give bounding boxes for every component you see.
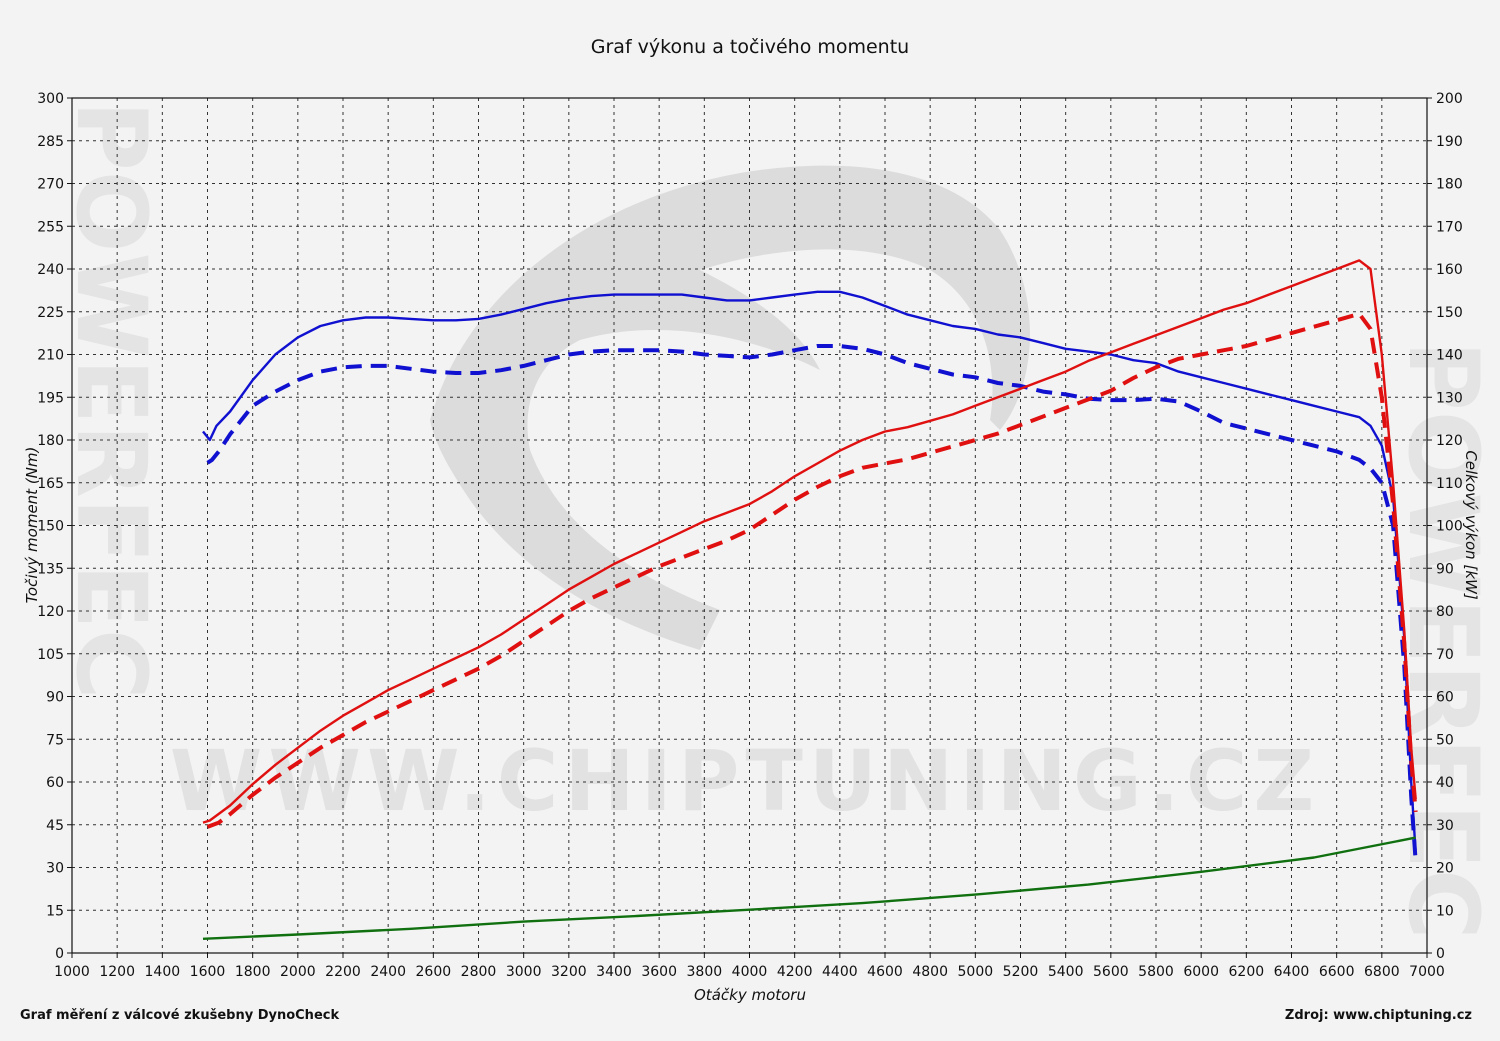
x-tick-label: 1000: [54, 964, 90, 980]
y-left-axis-label: Točivý moment (Nm): [23, 447, 41, 604]
y-left-tick-label: 240: [37, 262, 64, 278]
x-tick-label: 3200: [551, 964, 587, 980]
y-right-tick-label: 50: [1436, 732, 1454, 748]
y-left-tick-label: 270: [37, 177, 64, 193]
y-right-tick-label: 20: [1436, 861, 1454, 877]
x-tick-label: 1400: [145, 964, 181, 980]
x-tick-label: 4200: [777, 964, 813, 980]
x-tick-label: 1800: [235, 964, 271, 980]
series-line-4: [206, 311, 1418, 829]
x-tick-label: 3000: [506, 964, 542, 980]
series-line-1: [202, 290, 1417, 854]
series-line-2: [206, 344, 1418, 862]
x-tick-label: 6200: [1229, 964, 1265, 980]
y-left-tick-label: 15: [46, 903, 64, 919]
y-right-tick-label: 70: [1436, 647, 1454, 663]
series-lines: [202, 259, 1418, 940]
x-tick-label: 3600: [641, 964, 677, 980]
grid: [72, 98, 1427, 953]
y-right-tick-label: 180: [1436, 177, 1463, 193]
x-tick-label: 1200: [99, 964, 135, 980]
x-tick-label: 3400: [596, 964, 632, 980]
x-tick-label: 5000: [958, 964, 994, 980]
x-tick-label: 4000: [732, 964, 768, 980]
x-tick-label: 6800: [1364, 964, 1400, 980]
x-tick-label: 4600: [867, 964, 903, 980]
watermark-side-left: POWERFEC: [55, 101, 167, 700]
y-right-axis-label: Celkový výkon [kW]: [1462, 450, 1480, 600]
x-tick-label: 2000: [280, 964, 316, 980]
x-axis-label: Otáčky motoru: [694, 986, 806, 1004]
y-left-tick-label: 45: [46, 818, 64, 834]
plot-frame: [71, 97, 1428, 954]
x-tick-label: 3800: [687, 964, 723, 980]
y-right-tick-label: 110: [1436, 476, 1463, 492]
y-right-tick-label: 30: [1436, 818, 1454, 834]
y-left-tick-label: 195: [37, 390, 64, 406]
x-tick-label: 2400: [370, 964, 406, 980]
y-left-tick-label: 165: [37, 476, 64, 492]
y-right-tick-label: 100: [1436, 519, 1463, 535]
y-left-tick-label: 300: [37, 91, 64, 107]
x-tick-label: 2800: [461, 964, 497, 980]
x-tick-label: 5200: [1003, 964, 1039, 980]
y-left-tick-label: 105: [37, 647, 64, 663]
y-right-tick-label: 170: [1436, 219, 1463, 235]
x-tick-label: 6400: [1274, 964, 1310, 980]
x-tick-labels: 1000 1200 1400 1600 1800 2000 2200 2400 2600 2800…: [54, 964, 1445, 980]
y-right-tick-label: 40: [1436, 775, 1454, 791]
y-left-tick-label: 0: [55, 946, 64, 962]
y-left-tick-label: 60: [46, 775, 64, 791]
y-right-tick-label: 80: [1436, 604, 1454, 620]
x-tick-label: 2200: [325, 964, 361, 980]
y-left-tick-label: 135: [37, 561, 64, 577]
watermark-url: WWW.CHIPTUNING.CZ: [170, 732, 1321, 830]
y-right-tick-label: 90: [1436, 561, 1454, 577]
y-right-tick-label: 10: [1436, 903, 1454, 919]
x-tick-label: 5400: [1048, 964, 1084, 980]
footer-credit: Zdroj: www.chiptuning.cz: [1285, 1008, 1472, 1023]
x-tick-label: 6000: [1183, 964, 1219, 980]
y-left-tick-label: 180: [37, 433, 64, 449]
series-line-5: [202, 836, 1416, 940]
y-right-tick-label: 120: [1436, 433, 1463, 449]
chart-title: Graf výkonu a točivého momentu: [591, 36, 909, 58]
y-right-tick-label: 190: [1436, 134, 1463, 150]
y-right-tick-label: 160: [1436, 262, 1463, 278]
y-right-tick-label: 200: [1436, 91, 1463, 107]
x-tick-label: 5800: [1138, 964, 1174, 980]
axes: [67, 97, 1432, 958]
footer-source-note: Graf měření z válcové zkušebny DynoCheck: [20, 1008, 339, 1023]
x-tick-label: 4800: [912, 964, 948, 980]
watermark-logo: [430, 165, 1030, 650]
y-left-tick-label: 225: [37, 305, 64, 321]
y-left-tick-label: 90: [46, 690, 64, 706]
y-right-tick-label: 140: [1436, 348, 1463, 364]
y-left-tick-labels: 0 15 30 45 60 75 90 105 120 135 150 165 180 195 210 225…: [37, 91, 64, 962]
x-tick-label: 2600: [416, 964, 452, 980]
x-tick-label: 7000: [1409, 964, 1445, 980]
x-tick-label: 4400: [822, 964, 858, 980]
y-right-tick-label: 0: [1436, 946, 1445, 962]
series-line-3: [202, 259, 1417, 824]
y-right-tick-label: 130: [1436, 390, 1463, 406]
y-left-tick-label: 75: [46, 732, 64, 748]
x-tick-label: 1600: [190, 964, 226, 980]
y-left-tick-label: 120: [37, 604, 64, 620]
y-right-tick-label: 60: [1436, 690, 1454, 706]
y-right-tick-label: 150: [1436, 305, 1463, 321]
y-right-tick-labels: 0 10 20 30 40 50 60 70 80 90 100 110 120 130 140 150 160…: [1436, 91, 1463, 962]
y-left-tick-label: 30: [46, 861, 64, 877]
y-left-tick-label: 210: [37, 348, 64, 364]
y-left-tick-label: 255: [37, 219, 64, 235]
y-left-tick-label: 285: [37, 134, 64, 150]
y-left-tick-label: 150: [37, 519, 64, 535]
x-tick-label: 5600: [1093, 964, 1129, 980]
x-tick-label: 6600: [1319, 964, 1355, 980]
